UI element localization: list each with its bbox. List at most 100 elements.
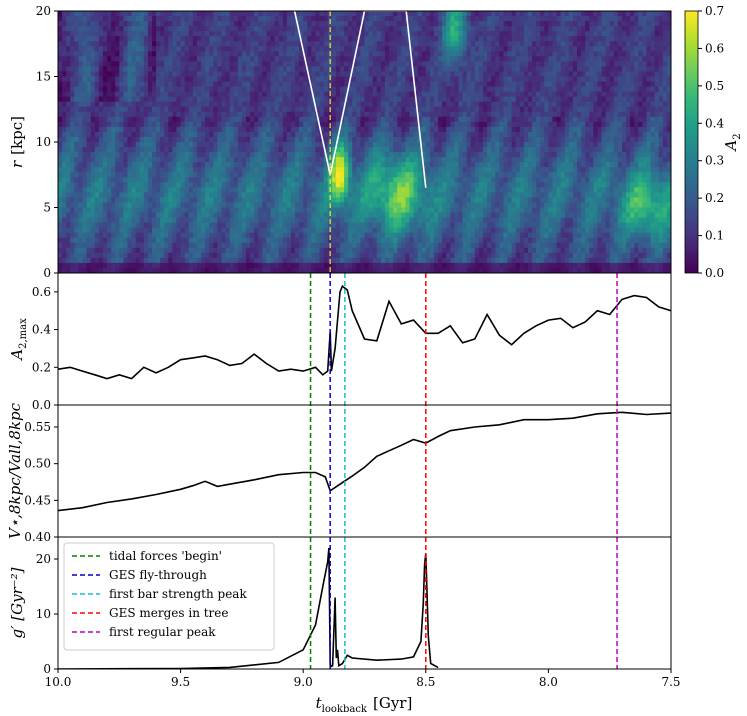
heatmap-cell [560, 71, 566, 78]
heatmap-cell [585, 16, 590, 22]
heatmap-cell [515, 172, 521, 178]
heatmap-cell [442, 86, 447, 93]
heatmap-cell [527, 46, 533, 52]
heatmap-cell [127, 96, 133, 103]
heatmap-cell [548, 56, 554, 62]
heatmap-cell [295, 111, 300, 118]
heatmap-cell [98, 116, 104, 123]
heatmap-cell [527, 167, 533, 173]
heatmap-cell [74, 86, 80, 93]
heatmap-cell [454, 41, 460, 47]
heatmap-cell [564, 142, 570, 148]
heatmap-cell [564, 71, 570, 78]
heatmap-cell [123, 167, 129, 173]
heatmap-cell [462, 167, 468, 173]
heatmap-cell [299, 116, 304, 123]
heatmap-cell [593, 51, 599, 57]
heatmap-cell [233, 111, 239, 118]
heatmap-cell [507, 111, 513, 118]
heatmap-cell [119, 121, 124, 128]
heatmap-cell [147, 51, 153, 57]
heatmap-cell [348, 157, 353, 163]
heatmap-cell [151, 136, 157, 143]
heatmap-cell [66, 111, 71, 118]
heatmap-cell [519, 172, 525, 178]
heatmap-cell [286, 111, 292, 118]
heatmap-cell [311, 147, 317, 153]
heatmap-cell [74, 172, 80, 178]
heatmap-cell [270, 56, 276, 62]
heatmap-cell [123, 16, 129, 22]
heatmap-cell [192, 111, 198, 118]
heatmap-cell [250, 147, 255, 153]
heatmap-cell [605, 101, 611, 108]
heatmap-cell [323, 101, 329, 108]
heatmap-cell [621, 36, 627, 42]
heatmap-cell [201, 106, 206, 113]
heatmap-cell [62, 21, 67, 27]
heatmap-cell [458, 36, 464, 42]
heatmap-cell [626, 21, 631, 27]
heatmap-cell [519, 16, 525, 22]
heatmap-cell [131, 71, 137, 78]
heatmap-cell [295, 126, 300, 133]
heatmap-cell [654, 81, 660, 88]
heatmap-cell [364, 61, 370, 68]
heatmap-cell [454, 111, 460, 118]
heatmap-cell [433, 167, 439, 173]
heatmap-cell [82, 101, 88, 108]
heatmap-cell [438, 172, 443, 178]
heatmap-cell [295, 81, 300, 88]
heatmap-cell [544, 16, 549, 22]
heatmap-cell [254, 36, 259, 42]
heatmap-cell [503, 106, 509, 113]
heatmap-cell [151, 31, 157, 37]
heatmap-cell [658, 162, 664, 168]
heatmap-cell [131, 136, 137, 143]
heatmap-cell [111, 26, 116, 32]
heatmap-cell [245, 116, 251, 123]
heatmap-cell [262, 61, 268, 68]
heatmap-cell [151, 91, 157, 98]
heatmap-cell [319, 71, 325, 78]
heatmap-cell [413, 152, 419, 158]
heatmap-cell [425, 106, 431, 113]
heatmap-cell [577, 96, 582, 103]
heatmap-cell [421, 131, 427, 138]
heatmap-cell [642, 21, 648, 27]
heatmap-cell [254, 16, 259, 22]
heatmap-cell [556, 121, 562, 128]
heatmap-cell [98, 172, 104, 178]
heatmap-cell [413, 41, 419, 47]
heatmap-cell [532, 61, 537, 68]
heatmap-cell [147, 41, 153, 47]
heatmap-cell [290, 56, 296, 62]
heatmap-cell [376, 157, 382, 163]
heatmap-cell [62, 56, 67, 62]
heatmap-cell [98, 16, 104, 22]
heatmap-cell [188, 11, 194, 17]
heatmap-cell [593, 76, 599, 83]
heatmap-cell [331, 71, 337, 78]
heatmap-cell [564, 106, 570, 113]
heatmap-cell [568, 71, 574, 78]
heatmap-cell [605, 147, 611, 153]
heatmap-cell [523, 61, 529, 68]
heatmap-cell [380, 66, 386, 73]
heatmap-cell [286, 61, 292, 68]
heatmap-cell [568, 106, 574, 113]
heatmap-cell [262, 31, 268, 37]
heatmap-cell [172, 162, 178, 168]
heatmap-cell [544, 91, 549, 98]
heatmap-cell [613, 16, 619, 22]
heatmap-cell [564, 66, 570, 73]
heatmap-cell [335, 11, 341, 17]
heatmap-cell [613, 116, 619, 123]
heatmap-cell [295, 31, 300, 37]
heatmap-cell [630, 172, 635, 178]
heatmap-cell [552, 21, 558, 27]
heatmap-cell [474, 111, 480, 118]
heatmap-cell [630, 131, 635, 138]
heatmap-cell [621, 96, 627, 103]
heatmap-cell [258, 116, 263, 123]
